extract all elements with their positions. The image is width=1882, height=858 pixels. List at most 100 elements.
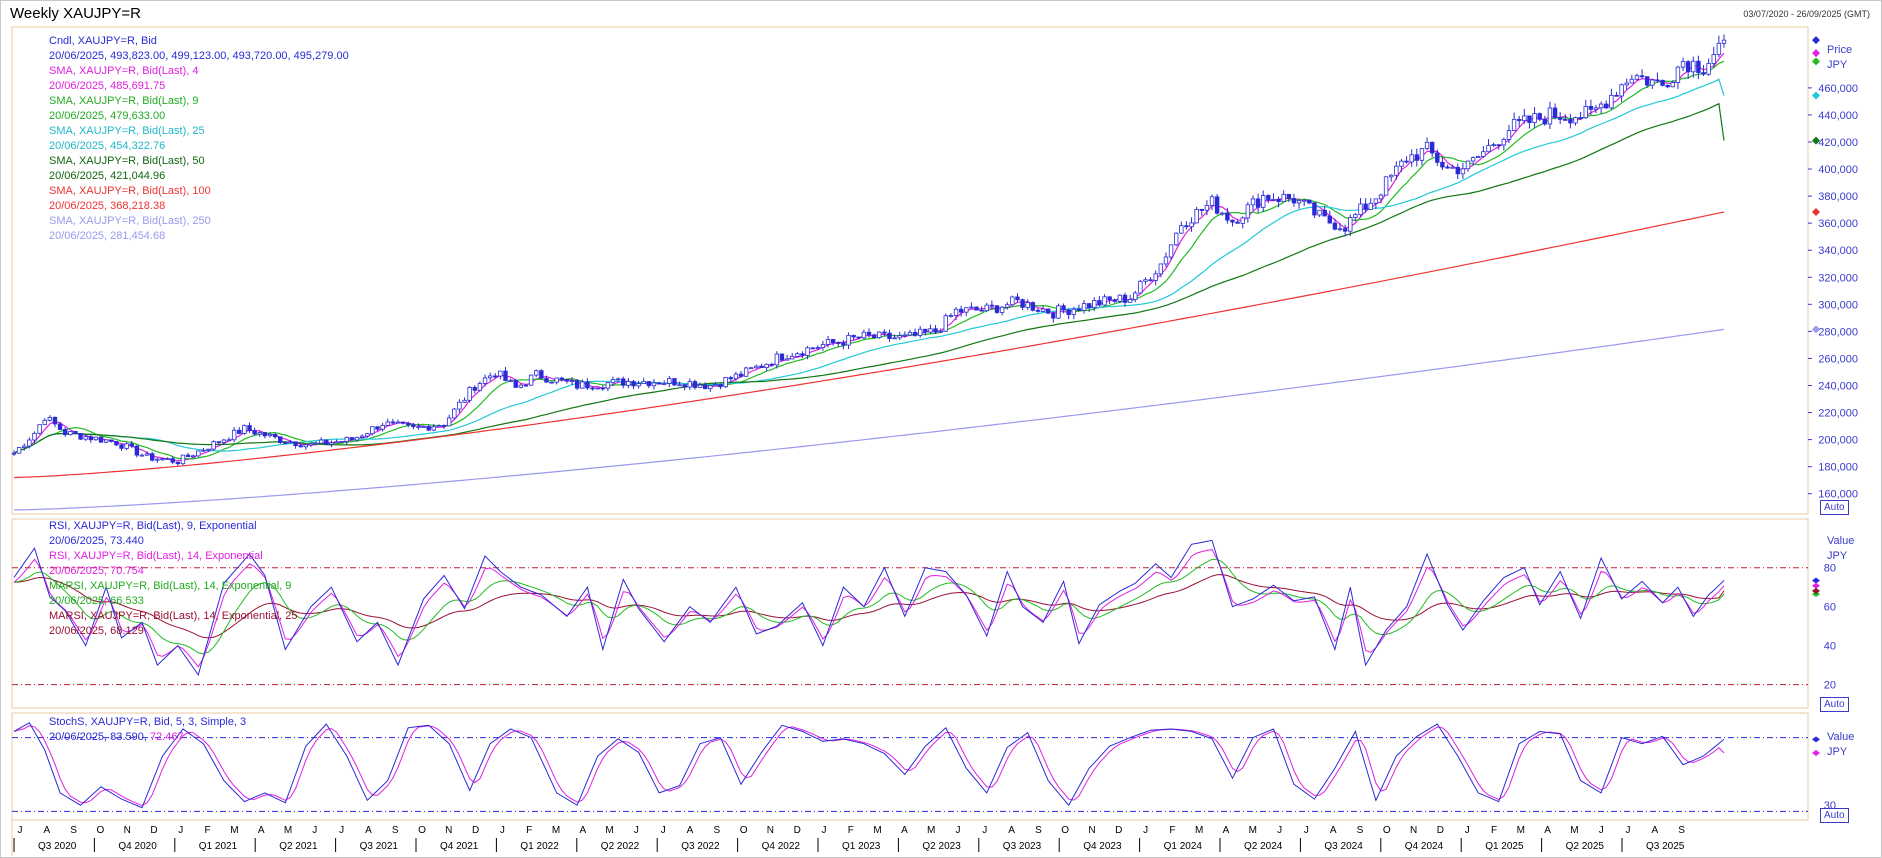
- candle-body: [743, 367, 749, 377]
- rsi-last-marker: [1812, 587, 1820, 594]
- candle-body: [1199, 209, 1204, 211]
- candle-body: [493, 375, 498, 378]
- candle-body: [1501, 138, 1507, 146]
- candle-body: [78, 433, 83, 440]
- candle-body: [830, 339, 836, 343]
- sma-50-line: [13, 102, 1725, 454]
- candle-body: [1691, 60, 1696, 73]
- x-month-label: A: [1008, 825, 1015, 836]
- price-auto-scale-button[interactable]: Auto: [1820, 500, 1849, 515]
- candle-body: [1337, 228, 1343, 231]
- candle-body: [52, 416, 58, 425]
- candle-body: [964, 307, 969, 313]
- x-month-label: F: [848, 825, 854, 836]
- candle-body: [242, 425, 247, 434]
- x-quarter-label: Q2 2025: [1566, 841, 1605, 852]
- candle-body: [298, 445, 303, 448]
- sma-25-marker: [1812, 91, 1820, 100]
- x-quarter-label: Q1 2021: [199, 841, 238, 852]
- candle-body: [237, 429, 242, 434]
- candle-body: [1455, 166, 1460, 175]
- candle-body: [1645, 76, 1650, 86]
- price-legend-line-2: SMA, XAUJPY=R, Bid(Last), 4: [49, 65, 199, 77]
- x-month-label: J: [18, 825, 23, 836]
- candle-body: [1040, 308, 1046, 312]
- candle-body: [267, 433, 273, 437]
- candle-body: [1685, 61, 1691, 73]
- rsi-last-marker: [1812, 590, 1820, 597]
- candle-body: [948, 315, 954, 317]
- price-tick-label: 280,000: [1818, 326, 1858, 338]
- candle-body: [1496, 144, 1501, 147]
- rsi-auto-scale-button[interactable]: Auto: [1820, 697, 1849, 712]
- candle-body: [820, 344, 826, 348]
- price-legend-line-7: 20/06/2025, 454,322.76: [49, 140, 166, 152]
- candle-body: [738, 373, 744, 377]
- candle-body: [1450, 166, 1455, 169]
- rsi-legend-line-2: RSI, XAUJPY=R, Bid(Last), 14, Exponentia…: [49, 550, 263, 562]
- candle-body: [180, 454, 186, 465]
- candle-body: [1296, 200, 1302, 204]
- candle-body: [1542, 118, 1548, 125]
- x-month-label: A: [1651, 825, 1658, 836]
- candle-body: [958, 308, 964, 313]
- candle-body: [749, 367, 754, 370]
- x-quarter-label: Q3 2023: [1003, 841, 1042, 852]
- price-legend-line-5: 20/06/2025, 479,633.00: [49, 110, 166, 122]
- rsi-legend-line-4: MARSI, XAUJPY=R, Bid(Last), 14, Exponent…: [49, 580, 292, 592]
- candle-body: [278, 436, 283, 443]
- candle-body: [436, 425, 442, 428]
- x-month-label: N: [445, 825, 452, 836]
- stoch-legend: StochS, XAUJPY=R, Bid, 5, 3, Simple, 3 2…: [49, 715, 246, 745]
- candle-body: [1460, 168, 1466, 175]
- candle-body: [1133, 292, 1138, 300]
- x-month-label: S: [392, 825, 399, 836]
- candle-body: [446, 417, 452, 427]
- candle-body: [1445, 166, 1450, 169]
- candle-body: [1240, 217, 1245, 224]
- x-quarter-label: Q2 2023: [922, 841, 961, 852]
- x-month-label: F: [1169, 825, 1175, 836]
- price-tick-label: 220,000: [1818, 408, 1858, 420]
- candle-body: [98, 436, 104, 443]
- candle-body: [667, 378, 672, 384]
- candle-body: [805, 347, 810, 356]
- stoch-legend-date: 20/06/2025,: [49, 731, 111, 743]
- candle-body: [359, 435, 365, 438]
- candle-body: [467, 387, 472, 401]
- candle-body: [1291, 198, 1297, 204]
- candle-body: [999, 306, 1005, 313]
- candle-body: [1399, 160, 1404, 167]
- candle-body: [1005, 304, 1010, 308]
- stoch-legend-d: 72.467: [149, 731, 184, 743]
- candle-body: [344, 437, 349, 442]
- candle-body: [708, 385, 713, 390]
- price-tick-label: 160,000: [1818, 489, 1858, 501]
- candle-body: [1706, 63, 1711, 75]
- rsi-9-line: [13, 539, 1725, 677]
- candle-body: [631, 381, 636, 387]
- candle-body: [1655, 79, 1660, 82]
- price-legend-line-10: SMA, XAUJPY=R, Bid(Last), 100: [49, 185, 211, 197]
- candle-body: [969, 306, 974, 309]
- candle-body: [590, 387, 595, 390]
- candle-body: [1035, 309, 1041, 312]
- candle-body: [1097, 300, 1102, 306]
- candle-body: [943, 315, 948, 332]
- stoch-auto-scale-button[interactable]: Auto: [1820, 808, 1849, 823]
- x-month-label: D: [150, 825, 157, 836]
- candle-body: [795, 353, 800, 357]
- candle-body: [1127, 299, 1133, 303]
- x-quarter-label: Q2 2021: [279, 841, 318, 852]
- rsi-legend-line-7: 20/06/2025, 68.129: [49, 625, 144, 637]
- price-legend-line-9: 20/06/2025, 421,044.96: [49, 170, 166, 182]
- price-tick-label: 420,000: [1818, 137, 1858, 149]
- candle-body: [83, 436, 88, 440]
- candle-body: [416, 426, 421, 429]
- candle-body: [1409, 154, 1414, 163]
- candle-body: [1696, 60, 1701, 74]
- candle-body: [170, 458, 175, 463]
- x-quarter-label: Q3 2022: [681, 841, 720, 852]
- candle-body: [196, 450, 201, 457]
